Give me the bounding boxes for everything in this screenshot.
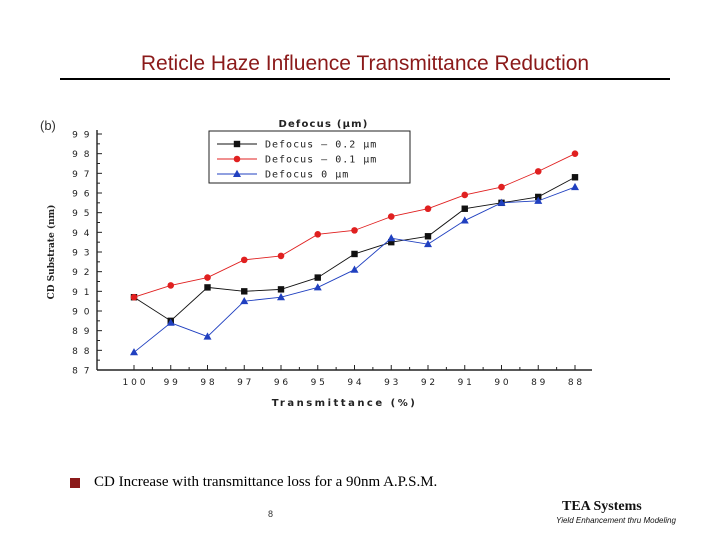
data-point-circle-marker bbox=[571, 150, 579, 157]
legend-square-marker bbox=[233, 140, 241, 148]
y-tick-label: 9 5 bbox=[72, 209, 91, 219]
data-point-square-marker bbox=[388, 238, 395, 246]
panel-label: (b) bbox=[40, 118, 56, 133]
y-tick-label: 9 4 bbox=[72, 229, 91, 239]
y-tick-label: 9 9 bbox=[72, 131, 91, 141]
data-point-circle-marker bbox=[277, 252, 285, 260]
data-point-circle-marker bbox=[130, 293, 138, 301]
bullet-text: CD Increase with transmittance loss for … bbox=[94, 474, 438, 490]
y-tick-label: 8 8 bbox=[72, 347, 91, 357]
y-tick-label: 8 7 bbox=[72, 367, 91, 377]
data-point-square-marker bbox=[204, 284, 211, 291]
data-point-triangle-marker bbox=[571, 182, 579, 191]
data-point-square-marker bbox=[461, 205, 468, 212]
slide-title: Reticle Haze Influence Transmittance Red… bbox=[140, 52, 590, 75]
y-tick-label: 9 7 bbox=[72, 170, 91, 180]
legend-label: Defocus 0 µm bbox=[265, 170, 349, 181]
data-point-triangle-marker bbox=[534, 196, 543, 204]
x-tick-label: 8 8 bbox=[568, 378, 583, 388]
legend-title: Defocus (µm) bbox=[278, 119, 368, 130]
y-tick-label: 9 0 bbox=[72, 308, 91, 318]
x-tick-label: 9 5 bbox=[311, 378, 325, 388]
series-line-1 bbox=[133, 176, 576, 322]
data-point-circle-marker bbox=[424, 205, 432, 213]
company-tagline: Yield Enhancement thru Modeling bbox=[556, 516, 676, 525]
x-tick-label: 9 1 bbox=[458, 378, 472, 388]
x-tick-label: 9 2 bbox=[421, 378, 435, 388]
y-tick-label: 9 8 bbox=[72, 150, 91, 160]
data-point-square-marker bbox=[351, 250, 358, 258]
legend-label: Defocus – 0.2 µm bbox=[265, 140, 377, 151]
data-point-triangle-marker bbox=[277, 293, 285, 301]
data-point-triangle-marker bbox=[240, 296, 249, 305]
y-tick-label: 9 1 bbox=[72, 288, 91, 298]
data-point-circle-marker bbox=[167, 282, 175, 289]
data-point-triangle-marker bbox=[203, 332, 212, 340]
data-point-circle-marker bbox=[204, 274, 211, 281]
x-tick-label: 9 0 bbox=[494, 378, 509, 388]
data-point-square-marker bbox=[571, 174, 579, 181]
y-axis-title: CD Substrate (nm) bbox=[46, 205, 57, 300]
x-tick-label: 9 8 bbox=[200, 378, 215, 388]
data-point-triangle-marker bbox=[460, 216, 469, 224]
data-point-triangle-marker bbox=[497, 198, 506, 206]
x-tick-label: 9 4 bbox=[347, 378, 362, 388]
data-point-circle-marker bbox=[461, 191, 469, 199]
y-tick-label: 9 2 bbox=[72, 268, 91, 278]
x-tick-label: 9 7 bbox=[237, 378, 251, 388]
data-point-triangle-marker bbox=[130, 348, 138, 356]
x-tick-label: 9 6 bbox=[274, 378, 289, 388]
company-name: TEA Systems bbox=[562, 499, 642, 514]
legend-triangle-marker bbox=[233, 169, 241, 177]
x-tick-label: 9 9 bbox=[164, 378, 179, 388]
data-point-square-marker bbox=[241, 288, 248, 295]
data-point-circle-marker bbox=[534, 168, 542, 175]
legend-label: Defocus – 0.1 µm bbox=[265, 155, 377, 166]
data-point-triangle-marker bbox=[350, 265, 359, 273]
data-point-square-marker bbox=[277, 286, 285, 293]
y-tick-label: 8 9 bbox=[72, 327, 91, 337]
data-point-triangle-marker bbox=[313, 283, 322, 291]
data-point-circle-marker bbox=[498, 183, 505, 191]
x-tick-label: 1 0 0 bbox=[123, 378, 146, 388]
x-tick-label: 8 9 bbox=[531, 378, 546, 388]
legend-circle-marker bbox=[233, 155, 241, 163]
x-axis-title: Transmittance (%) bbox=[272, 398, 418, 409]
data-point-circle-marker bbox=[314, 231, 322, 238]
data-point-square-marker bbox=[424, 233, 432, 240]
bullet-square-icon bbox=[70, 477, 80, 488]
x-tick-label: 9 3 bbox=[384, 378, 398, 388]
page-number: 8 bbox=[268, 509, 274, 519]
bullet-item: CD Increase with transmittance loss for … bbox=[70, 474, 437, 491]
data-point-circle-marker bbox=[240, 256, 248, 264]
data-point-circle-marker bbox=[387, 213, 395, 220]
title-underline bbox=[60, 78, 670, 80]
data-point-triangle-marker bbox=[387, 234, 396, 242]
data-point-triangle-marker bbox=[166, 318, 175, 326]
data-point-square-marker bbox=[314, 274, 321, 281]
y-tick-label: 9 6 bbox=[72, 190, 91, 200]
data-point-circle-marker bbox=[351, 227, 358, 234]
data-point-triangle-marker bbox=[424, 239, 432, 248]
y-tick-label: 9 3 bbox=[72, 249, 91, 259]
